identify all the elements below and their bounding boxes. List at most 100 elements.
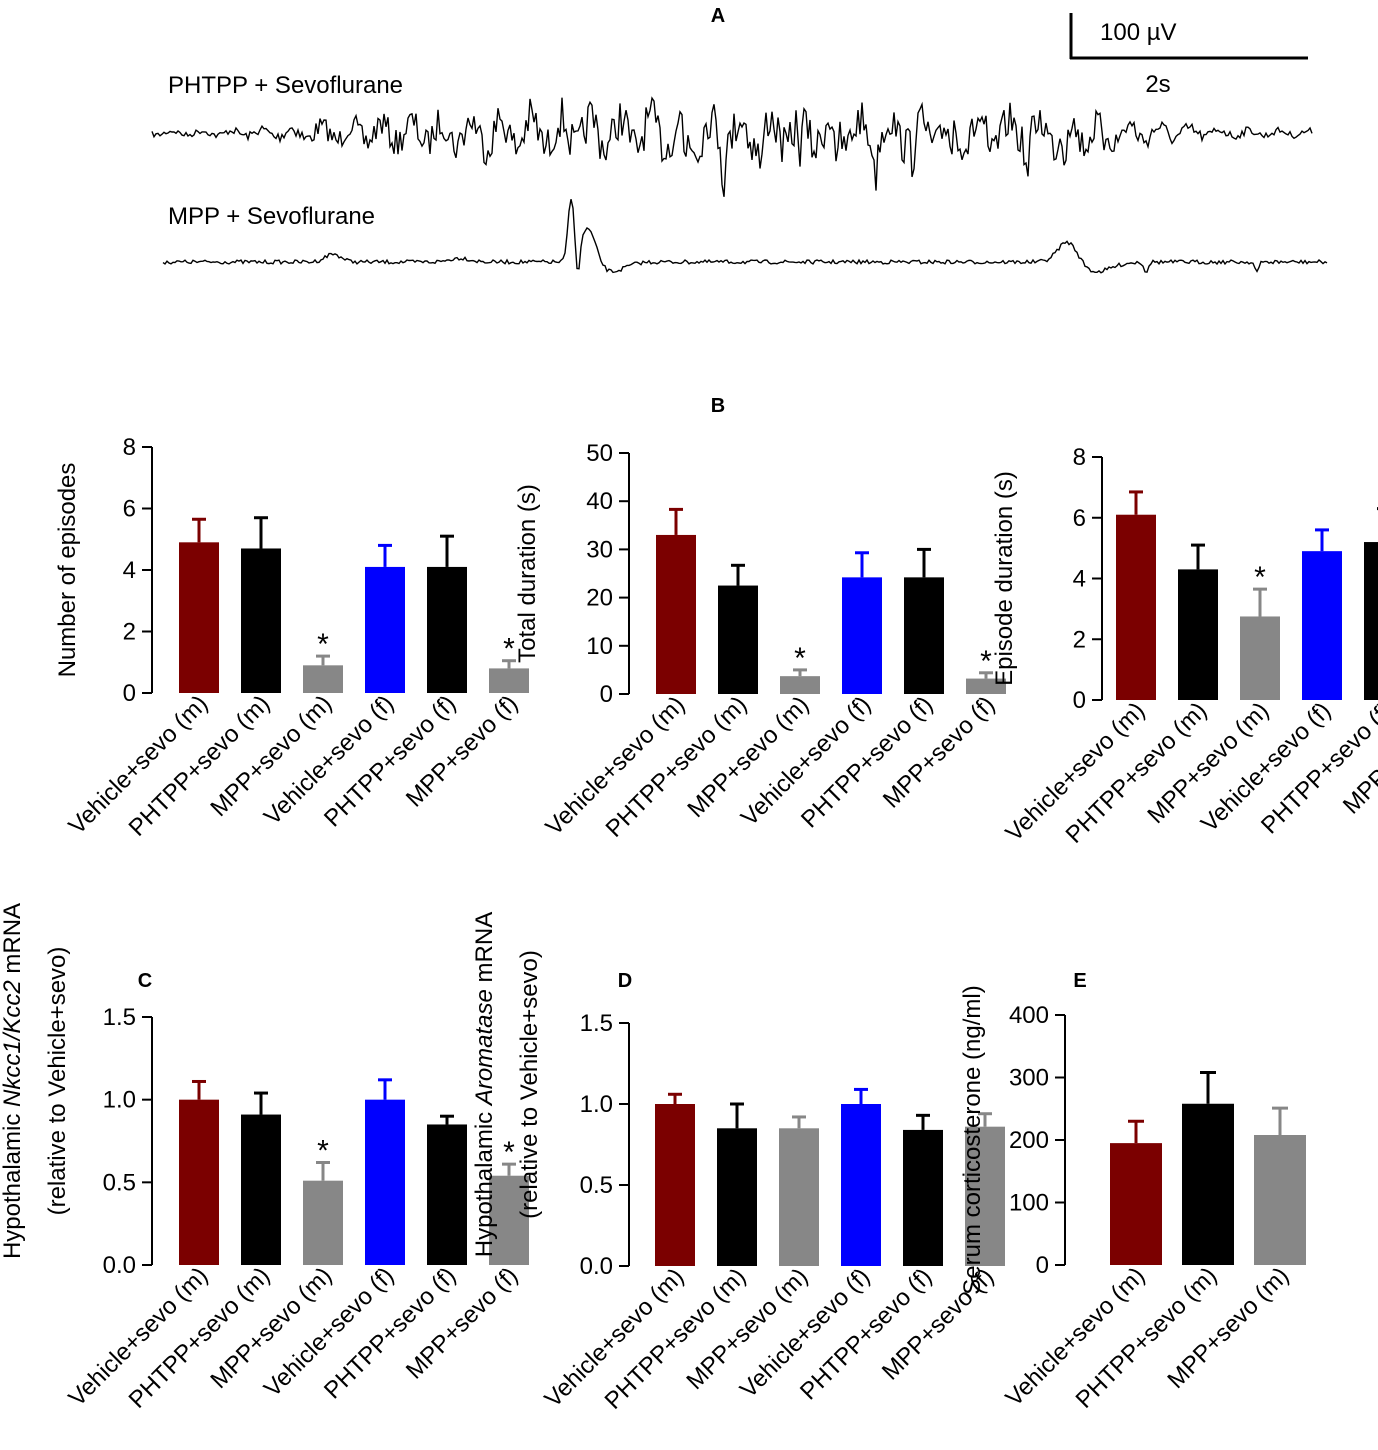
chart-b1: Vehicle+sevo (m)PHTPP+sevo (m)*MPP+sevo … [54,434,529,842]
significance-star-c-5: * [503,1136,515,1169]
bar-b2-3 [842,577,882,694]
y-tick-label-e-0: 0 [1036,1252,1049,1279]
y-axis-title-b3: Episode duration (s) [991,471,1018,686]
category-label-b2-5: MPP+sevo (f) [878,691,1000,813]
chart-b3: Vehicle+sevo (m)PHTPP+sevo (m)*MPP+sevo … [991,444,1378,849]
bar-b3-0 [1116,514,1156,700]
bar-b1-4 [427,566,467,693]
y-tick-label-b1-0: 0 [123,680,136,707]
bar-c-3 [365,1099,405,1265]
bar-c-4 [427,1124,467,1265]
bar-d-4 [903,1129,943,1266]
bar-d-1 [717,1128,757,1266]
y-axis-title-b2: Total duration (s) [514,484,541,663]
y-tick-label-c-3: 1.5 [103,1004,136,1031]
chart-b2: Vehicle+sevo (m)PHTPP+sevo (m)*MPP+sevo … [514,440,1006,843]
panel-a-eeg: PHTPP + Sevoflurane MPP + Sevoflurane 10… [151,13,1328,274]
panel-letter-c: C [138,970,152,992]
significance-star-b1-2: * [317,628,329,661]
y-tick-label-b1-1: 2 [123,619,136,646]
y-axis-title-e: Serum corticosterone (ng/ml) [959,985,986,1294]
eeg-trace-phtpp [151,96,1313,197]
y-tick-label-b3-3: 6 [1073,505,1086,532]
bar-d-5 [965,1126,1005,1266]
significance-star-c-2: * [317,1134,329,1167]
y-tick-label-d-3: 1.5 [580,1010,613,1037]
bar-b1-3 [365,566,405,693]
category-label-c-5: MPP+sevo (f) [401,1262,523,1384]
y-tick-label-b2-5: 50 [586,440,613,467]
bar-e-0 [1110,1143,1162,1265]
bar-d-0 [655,1104,695,1266]
y-axis-subtitle-d: (relative to Vehicle+sevo) [516,950,543,1219]
y-axis-title-b1: Number of episodes [54,463,81,678]
bar-d-3 [841,1104,881,1266]
y-tick-label-c-0: 0.0 [103,1252,136,1279]
bar-charts: Vehicle+sevo (m)PHTPP+sevo (m)*MPP+sevo … [0,434,1378,1415]
chart-c: Vehicle+sevo (m)PHTPP+sevo (m)*MPP+sevo … [0,903,529,1414]
significance-star-b1-5: * [503,633,515,666]
y-tick-label-b2-4: 40 [586,488,613,515]
y-tick-label-b3-4: 8 [1073,444,1086,471]
panel-letter-e: E [1073,970,1086,992]
bar-b1-1 [241,548,281,693]
y-tick-label-c-1: 0.5 [103,1169,136,1196]
y-tick-label-b1-3: 6 [123,496,136,523]
chart-e: Vehicle+sevo (m)PHTPP+sevo (m)MPP+sevo (… [959,985,1306,1414]
y-tick-label-e-2: 200 [1009,1127,1049,1154]
bar-b2-2 [780,676,820,694]
bar-b3-3 [1302,551,1342,700]
y-tick-label-b3-0: 0 [1073,687,1086,714]
chart-d: Vehicle+sevo (m)PHTPP+sevo (m)MPP+sevo (… [471,912,1005,1415]
bar-b2-1 [718,585,758,694]
bar-e-2 [1254,1135,1306,1265]
significance-star-b3-2: * [1254,561,1266,594]
significance-star-b2-5: * [980,645,992,678]
y-axis-subtitle-c: (relative to Vehicle+sevo) [44,947,71,1216]
y-tick-label-e-3: 300 [1009,1065,1049,1092]
y-axis-title-c: Hypothalamic Nkcc1/Kcc2 mRNA [0,903,26,1259]
y-tick-label-e-1: 100 [1009,1190,1049,1217]
bar-b3-2 [1240,616,1280,700]
y-tick-label-b2-2: 20 [586,585,613,612]
panel-letter-a: A [711,5,725,27]
scale-time-label: 2s [1145,71,1170,98]
panel-letter-b: B [711,395,725,417]
y-tick-label-b2-3: 30 [586,536,613,563]
y-tick-label-b3-1: 2 [1073,626,1086,653]
trace-label-mpp: MPP + Sevoflurane [168,203,375,230]
bar-b1-0 [179,542,219,693]
bar-b2-4 [904,577,944,694]
y-tick-label-b3-2: 4 [1073,566,1086,593]
bar-b3-1 [1178,569,1218,700]
bar-b1-5 [489,668,529,693]
bar-b1-2 [303,665,343,693]
eeg-trace-mpp [162,199,1328,274]
y-tick-label-b1-4: 8 [123,434,136,461]
y-tick-label-b2-1: 10 [586,633,613,660]
bar-b2-0 [656,534,696,694]
y-tick-label-b2-0: 0 [600,681,613,708]
y-tick-label-c-2: 1.0 [103,1087,136,1114]
scale-bar: 100 µV 2s [1069,13,1308,98]
bar-b2-5 [966,678,1006,694]
bar-b3-4 [1364,542,1378,700]
y-tick-label-b1-2: 4 [123,557,136,584]
y-axis-title-d: Hypothalamic Aromatase mRNA [471,912,498,1257]
bar-c-0 [179,1099,219,1265]
category-label-b1-5: MPP+sevo (f) [401,690,523,812]
y-tick-label-d-0: 0.0 [580,1253,613,1280]
y-tick-label-d-1: 0.5 [580,1172,613,1199]
bar-e-1 [1182,1103,1234,1265]
y-tick-label-d-2: 1.0 [580,1091,613,1118]
bar-d-2 [779,1128,819,1266]
scale-voltage-label: 100 µV [1100,19,1177,46]
y-tick-label-e-4: 400 [1009,1002,1049,1029]
bar-c-1 [241,1114,281,1265]
significance-star-b2-2: * [794,642,806,675]
panel-letter-d: D [618,970,632,992]
bar-c-2 [303,1180,343,1265]
bar-c-5 [489,1175,529,1265]
trace-label-phtpp: PHTPP + Sevoflurane [168,72,403,99]
